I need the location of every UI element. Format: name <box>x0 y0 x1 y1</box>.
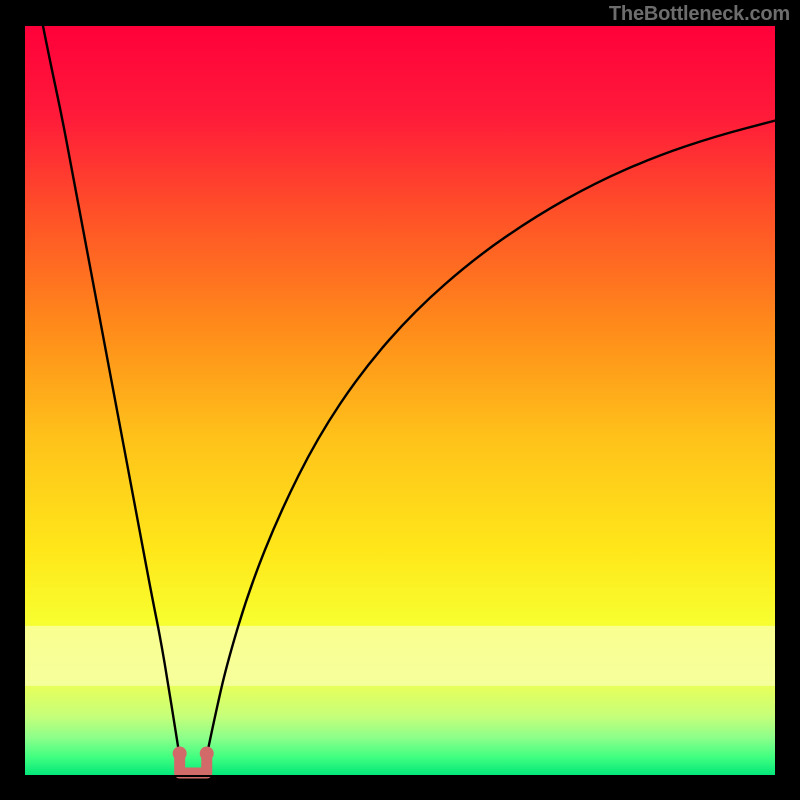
marker-dot-0 <box>173 746 187 760</box>
chart-svg <box>0 0 800 800</box>
marker-dot-1 <box>200 746 214 760</box>
pale-band <box>24 626 776 686</box>
watermark-text: TheBottleneck.com <box>609 3 790 26</box>
chart-stage: TheBottleneck.com <box>0 0 800 800</box>
